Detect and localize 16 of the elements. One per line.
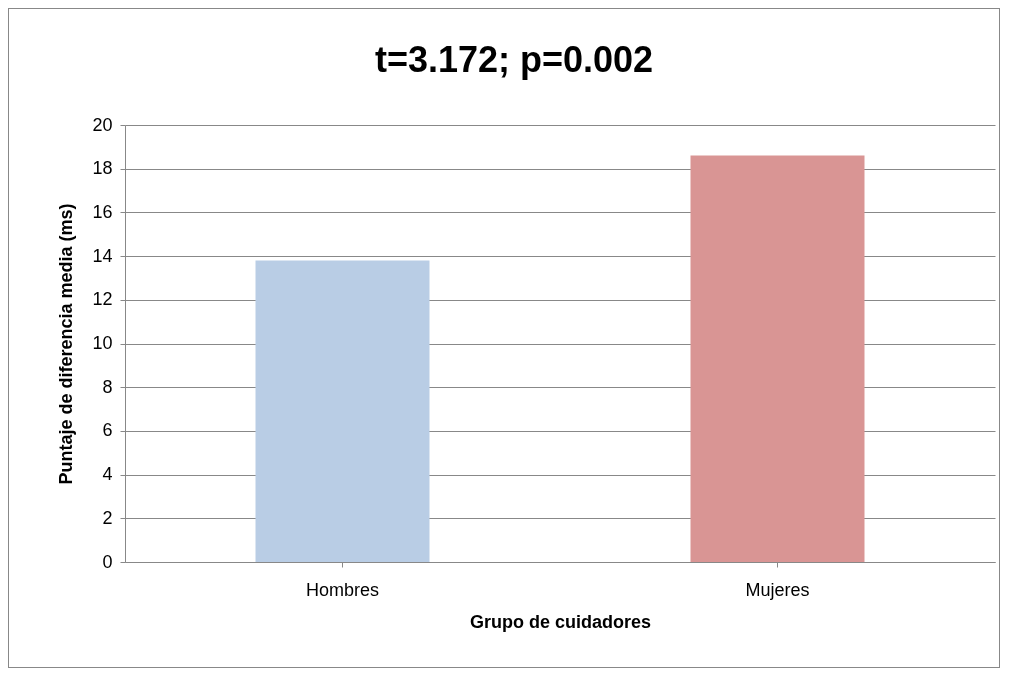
y-tick-label: 20 [92,114,113,135]
y-tick-label: 4 [102,464,113,485]
y-tick-label: 14 [92,245,113,266]
y-tick-label: 0 [102,551,113,572]
x-tick-label: Mujeres [745,579,810,600]
y-tick-label: 6 [102,420,113,441]
y-tick-label: 10 [92,333,113,353]
y-tick-label: 16 [92,201,113,222]
y-tick-label: 2 [102,507,113,528]
y-axis-title: Puntaje de diferencia media (ms) [56,203,77,485]
y-tick-label: 18 [92,158,113,179]
chart-title: t=3.172; p=0.002 [374,39,654,80]
y-tick-label: 12 [92,289,113,310]
y-tick-label: 8 [102,376,113,397]
x-axis-title: Grupo de cuidadores [469,611,652,632]
x-tick-label: Hombres [305,579,380,600]
